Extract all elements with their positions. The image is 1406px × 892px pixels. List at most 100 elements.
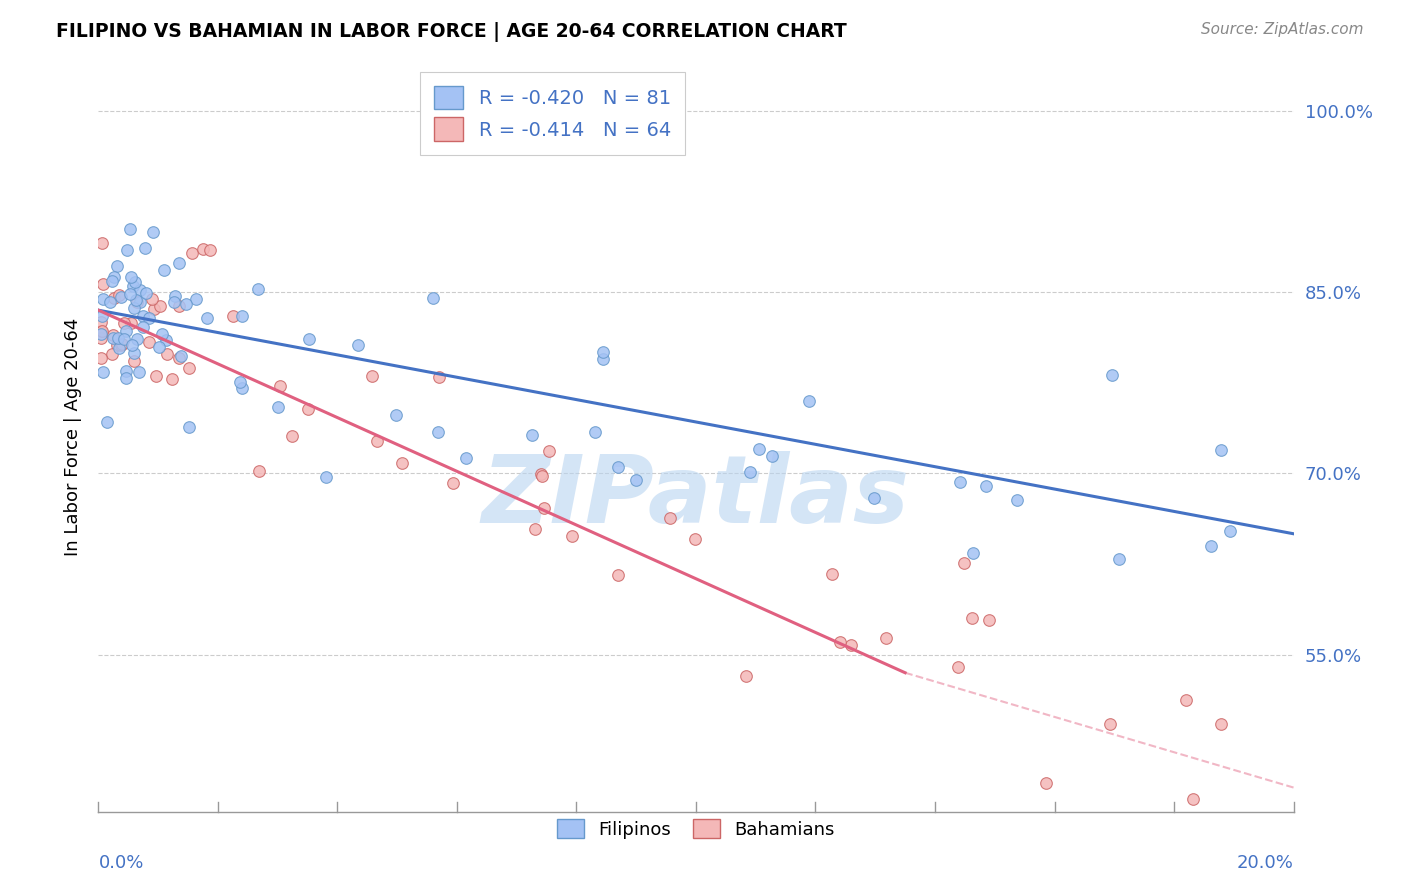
- Point: [148, 340, 170, 354]
- Point: [297, 401, 319, 416]
- Point: [247, 282, 270, 296]
- Point: [90, 351, 112, 366]
- Point: [131, 309, 153, 323]
- Point: [134, 242, 156, 256]
- Point: [90, 324, 112, 338]
- Point: [152, 327, 174, 342]
- Point: [114, 333, 136, 347]
- Point: [174, 297, 197, 311]
- Point: [606, 568, 628, 582]
- Point: [761, 450, 783, 464]
- Point: [683, 532, 706, 546]
- Point: [198, 243, 221, 257]
- Point: [797, 393, 820, 408]
- Point: [384, 408, 406, 422]
- Y-axis label: In Labor Force | Age 20-64: In Labor Force | Age 20-64: [63, 318, 82, 557]
- Point: [269, 379, 291, 393]
- Point: [100, 347, 122, 361]
- Point: [977, 613, 1000, 627]
- Point: [107, 341, 129, 355]
- Point: [184, 293, 207, 307]
- Point: [315, 469, 337, 483]
- Point: [114, 364, 136, 378]
- Point: [153, 262, 176, 277]
- Point: [120, 286, 142, 301]
- Text: Source: ZipAtlas.com: Source: ZipAtlas.com: [1201, 22, 1364, 37]
- Point: [222, 310, 245, 324]
- Point: [128, 365, 150, 379]
- Point: [195, 310, 218, 325]
- Point: [98, 295, 121, 310]
- Point: [624, 473, 647, 487]
- Point: [533, 500, 555, 515]
- Point: [177, 360, 200, 375]
- Point: [149, 299, 172, 313]
- Point: [1035, 775, 1057, 789]
- Point: [1108, 551, 1130, 566]
- Point: [740, 465, 762, 479]
- Point: [583, 425, 606, 439]
- Point: [91, 293, 114, 307]
- Point: [231, 381, 253, 395]
- Point: [115, 325, 138, 339]
- Point: [124, 301, 146, 315]
- Point: [828, 634, 851, 648]
- Point: [229, 375, 252, 389]
- Point: [111, 337, 134, 351]
- Point: [1101, 368, 1123, 383]
- Point: [163, 295, 186, 310]
- Point: [120, 269, 142, 284]
- Point: [347, 338, 370, 352]
- Point: [191, 242, 214, 256]
- Point: [125, 294, 148, 309]
- Point: [875, 631, 897, 645]
- Point: [361, 369, 384, 384]
- Point: [142, 301, 165, 316]
- Point: [155, 333, 177, 347]
- Point: [734, 669, 756, 683]
- Point: [167, 299, 190, 313]
- Point: [1209, 442, 1232, 457]
- Point: [659, 511, 682, 525]
- Point: [91, 310, 114, 324]
- Point: [115, 371, 138, 385]
- Point: [561, 529, 583, 543]
- Point: [266, 401, 288, 415]
- Point: [91, 324, 114, 338]
- Point: [1099, 717, 1122, 731]
- Point: [138, 334, 160, 349]
- Point: [441, 475, 464, 490]
- Point: [120, 221, 142, 235]
- Point: [108, 288, 131, 302]
- Text: ZIPatlas: ZIPatlas: [482, 451, 910, 543]
- Point: [429, 370, 451, 384]
- Point: [91, 365, 114, 379]
- Point: [141, 292, 163, 306]
- Point: [90, 331, 112, 345]
- Point: [748, 442, 770, 456]
- Point: [1174, 693, 1197, 707]
- Point: [156, 347, 179, 361]
- Text: 20.0%: 20.0%: [1237, 854, 1294, 872]
- Point: [103, 269, 125, 284]
- Point: [231, 309, 253, 323]
- Point: [96, 415, 118, 429]
- Point: [247, 464, 270, 478]
- Point: [841, 638, 863, 652]
- Point: [298, 332, 321, 346]
- Point: [107, 330, 129, 344]
- Point: [821, 566, 844, 581]
- Point: [101, 331, 124, 345]
- Point: [115, 243, 138, 257]
- Point: [427, 425, 450, 439]
- Point: [863, 491, 886, 506]
- Point: [127, 332, 149, 346]
- Text: FILIPINO VS BAHAMIAN IN LABOR FORCE | AGE 20-64 CORRELATION CHART: FILIPINO VS BAHAMIAN IN LABOR FORCE | AG…: [56, 22, 846, 42]
- Point: [169, 351, 191, 366]
- Point: [138, 311, 160, 326]
- Point: [162, 371, 184, 385]
- Point: [606, 459, 628, 474]
- Point: [112, 316, 135, 330]
- Point: [1181, 791, 1204, 805]
- Point: [110, 290, 132, 304]
